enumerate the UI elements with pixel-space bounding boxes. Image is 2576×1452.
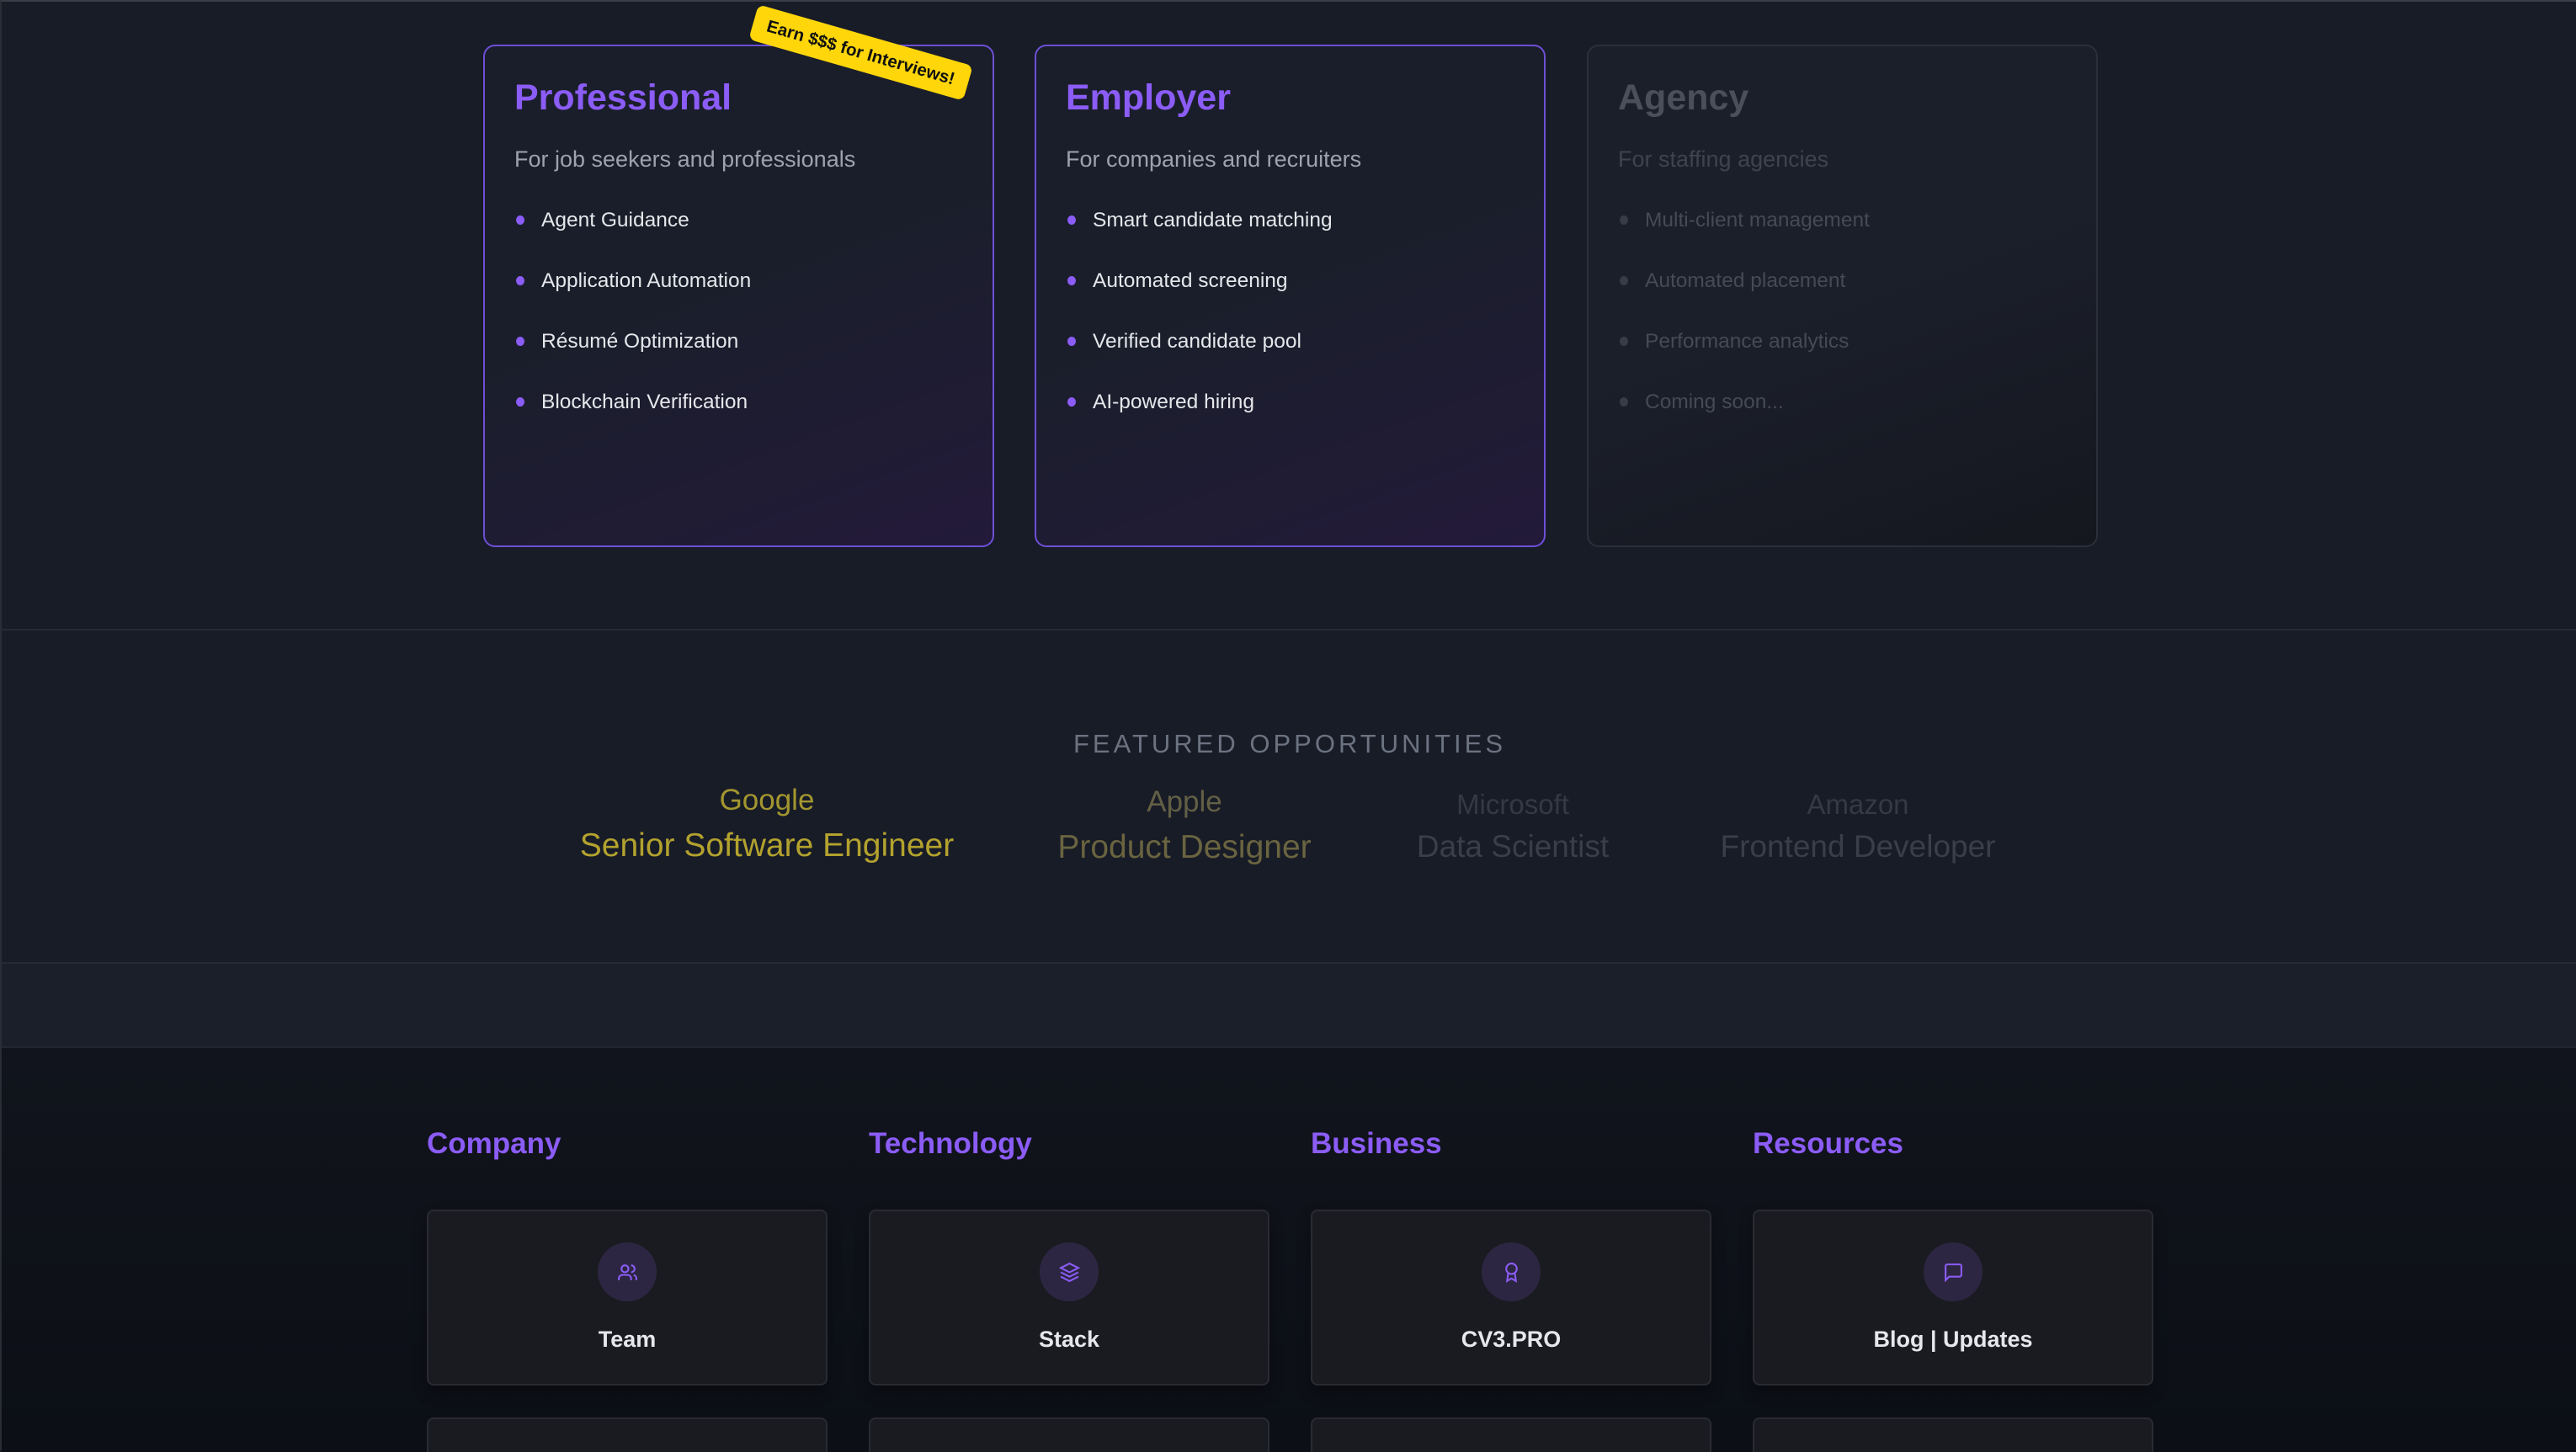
- role-title: Product Designer: [1057, 829, 1312, 865]
- bullet-icon: [516, 276, 524, 285]
- opportunity-amazon[interactable]: Amazon Frontend Developer: [1720, 789, 1995, 864]
- plan-card-agency: Agency For staffing agencies Multi-clien…: [1587, 45, 2098, 547]
- bullet-icon: [1067, 215, 1076, 225]
- column-heading: Business: [1311, 1127, 1442, 1160]
- feature-label: Automated placement: [1645, 269, 1846, 292]
- footer-link-stack[interactable]: Stack: [869, 1210, 1269, 1386]
- footer-link-card[interactable]: [427, 1417, 828, 1452]
- spacer-band: [2, 964, 2576, 1046]
- opportunity-google[interactable]: Google Senior Software Engineer: [580, 784, 954, 864]
- layers-icon: [1040, 1242, 1099, 1301]
- users-icon: [598, 1242, 657, 1301]
- footer-link-card[interactable]: [1753, 1417, 2153, 1452]
- feature-item: Multi-client management: [1618, 209, 1870, 269]
- column-heading: Technology: [869, 1127, 1032, 1160]
- company-name: Apple: [1147, 785, 1222, 818]
- feature-label: Performance analytics: [1645, 330, 1850, 353]
- footer-link-blog[interactable]: Blog | Updates: [1753, 1210, 2153, 1386]
- award-icon: [1482, 1242, 1541, 1301]
- link-label: CV3.PRO: [1461, 1327, 1562, 1352]
- feature-item: Automated placement: [1618, 269, 1870, 330]
- feature-label: Verified candidate pool: [1093, 330, 1301, 353]
- feature-item: AI-powered hiring: [1066, 391, 1333, 451]
- column-heading: Resources: [1753, 1127, 1903, 1160]
- feature-item: Performance analytics: [1618, 330, 1870, 391]
- plan-subtitle: For job seekers and professionals: [514, 146, 856, 172]
- feature-item: Verified candidate pool: [1066, 330, 1333, 391]
- bullet-icon: [1067, 397, 1076, 407]
- bullet-icon: [1067, 276, 1076, 285]
- feature-item: Application Automation: [514, 269, 751, 330]
- company-name: Google: [719, 784, 815, 816]
- feature-label: Smart candidate matching: [1093, 209, 1333, 231]
- feature-label: Agent Guidance: [541, 209, 689, 231]
- plan-subtitle: For companies and recruiters: [1066, 146, 1362, 172]
- bullet-icon: [516, 337, 524, 346]
- feature-item: Blockchain Verification: [514, 391, 751, 451]
- footer-column-company: Company: [427, 1127, 828, 1161]
- divider: [2, 962, 2576, 964]
- footer-column-technology: Technology: [869, 1127, 1269, 1161]
- plan-subtitle: For staffing agencies: [1618, 146, 1829, 172]
- footer-link-card[interactable]: [1311, 1417, 1711, 1452]
- bullet-icon: [1620, 276, 1628, 285]
- bullet-icon: [516, 215, 524, 225]
- plan-card-employer[interactable]: Employer For companies and recruiters Sm…: [1035, 45, 1546, 547]
- footer-column-business: Business: [1311, 1127, 1711, 1161]
- footer-link-card[interactable]: [869, 1417, 1269, 1452]
- role-title: Data Scientist: [1416, 829, 1610, 864]
- link-label: Team: [598, 1327, 657, 1352]
- footer-link-team[interactable]: Team: [427, 1210, 828, 1386]
- bullet-icon: [1620, 397, 1628, 407]
- bullet-icon: [1067, 337, 1076, 346]
- feature-item: Résumé Optimization: [514, 330, 751, 391]
- plan-title: Agency: [1618, 77, 1749, 118]
- feature-item: Automated screening: [1066, 269, 1333, 330]
- footer-link-cv3pro[interactable]: CV3.PRO: [1311, 1210, 1711, 1386]
- company-name: Microsoft: [1456, 789, 1569, 820]
- feature-label: AI-powered hiring: [1093, 391, 1255, 413]
- plan-card-professional[interactable]: Professional For job seekers and profess…: [483, 45, 994, 547]
- bullet-icon: [1620, 215, 1628, 225]
- plan-title: Employer: [1066, 77, 1231, 118]
- bullet-icon: [516, 397, 524, 407]
- link-label: Stack: [1038, 1327, 1100, 1352]
- feature-label: Application Automation: [541, 269, 752, 292]
- message-square-icon: [1924, 1242, 1983, 1301]
- feature-label: Multi-client management: [1645, 209, 1870, 231]
- role-title: Frontend Developer: [1720, 829, 1996, 864]
- feature-label: Résumé Optimization: [541, 330, 739, 353]
- feature-label: Automated screening: [1093, 269, 1288, 292]
- divider: [2, 629, 2576, 630]
- feature-label: Blockchain Verification: [541, 391, 748, 413]
- plan-title: Professional: [514, 77, 732, 118]
- feature-item: Coming soon...: [1618, 391, 1870, 451]
- opportunity-microsoft[interactable]: Microsoft Data Scientist: [1417, 789, 1609, 864]
- feature-item: Smart candidate matching: [1066, 209, 1333, 269]
- column-heading: Company: [427, 1127, 562, 1160]
- footer: Company Technology Business Resources Te…: [2, 1046, 2576, 1452]
- feature-item: Agent Guidance: [514, 209, 751, 269]
- opportunity-apple[interactable]: Apple Product Designer: [1057, 785, 1311, 866]
- company-name: Amazon: [1807, 789, 1909, 820]
- role-title: Senior Software Engineer: [579, 827, 955, 864]
- featured-heading: FEATURED OPPORTUNITIES: [1072, 729, 1506, 758]
- bullet-icon: [1620, 337, 1628, 346]
- link-label: Blog | Updates: [1873, 1327, 2033, 1352]
- footer-column-resources: Resources: [1753, 1127, 2153, 1161]
- feature-label: Coming soon...: [1645, 391, 1784, 413]
